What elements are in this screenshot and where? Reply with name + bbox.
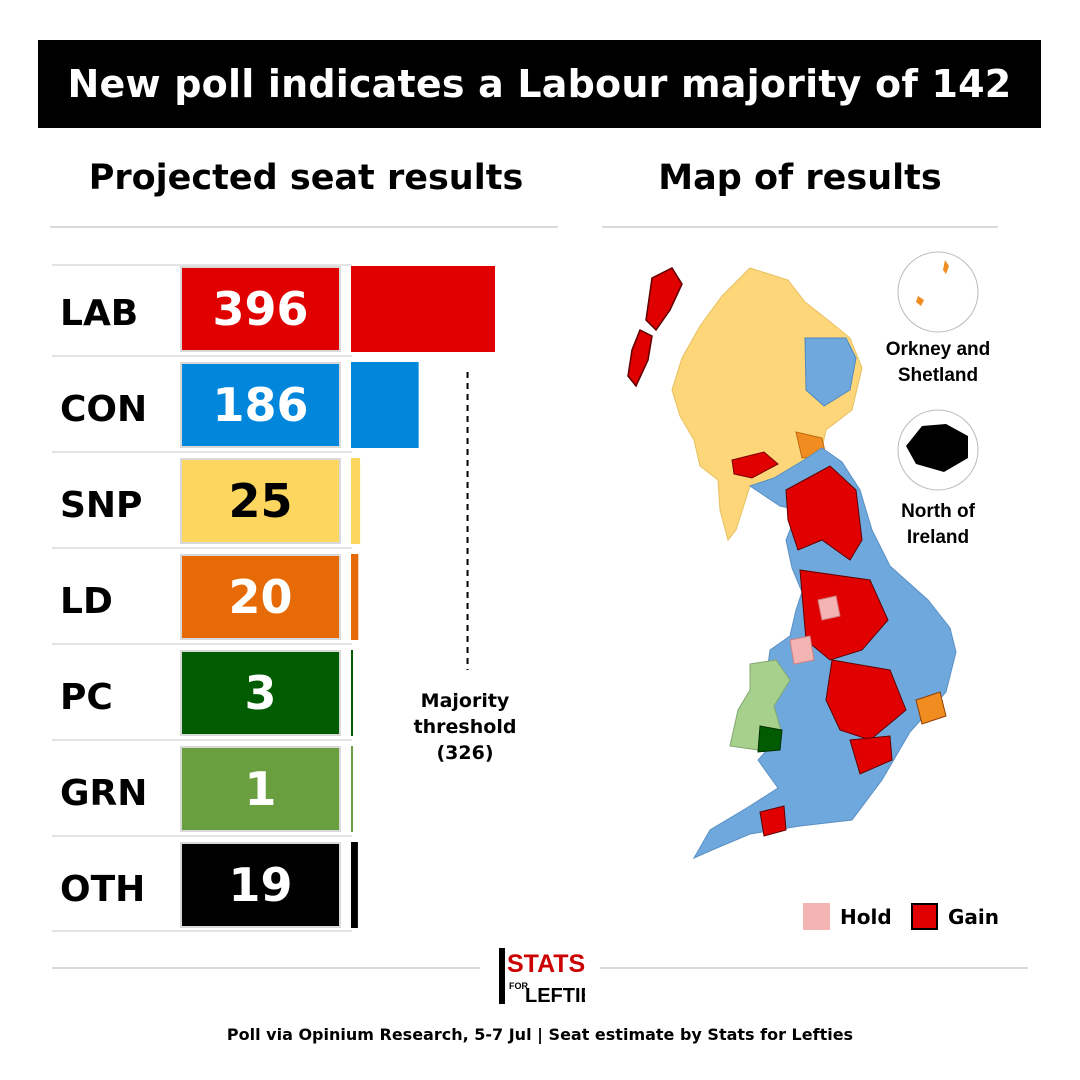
party-label-snp: SNP (60, 484, 143, 526)
party-label-con: CON (60, 388, 148, 430)
map-wales (729, 659, 791, 753)
row-divider (52, 547, 352, 549)
uk-results-map: Orkney and Shetland North of Ireland (627, 251, 991, 860)
map-heading: Map of results (658, 158, 942, 198)
row-divider (52, 264, 352, 266)
seat-bar-grn (351, 746, 353, 832)
majority-threshold-label: Majority threshold (326) (395, 688, 535, 766)
right-heading-rule (602, 226, 998, 228)
seat-bar-pc (351, 650, 353, 736)
orkney-label-line: Shetland (898, 365, 978, 386)
row-divider (52, 930, 352, 932)
footer-rule-left (52, 967, 480, 969)
logo-line3: LEFTIES (525, 985, 585, 1006)
seat-bar-oth (351, 842, 358, 928)
party-label-oth: OTH (60, 868, 146, 910)
ni-label-line: Ireland (907, 527, 969, 548)
seat-bars (351, 266, 495, 928)
row-divider (52, 643, 352, 645)
page-title: New poll indicates a Labour majority of … (67, 62, 1012, 106)
majority-label-line: threshold (413, 716, 517, 738)
map-england (692, 447, 957, 860)
legend-gain-label: Gain (948, 904, 1000, 929)
seat-results-heading: Projected seat results (88, 158, 524, 198)
seat-box-grn: 1 (180, 746, 341, 832)
gain-swatch (911, 903, 938, 930)
left-heading-rule (50, 226, 558, 228)
party-label-lab: LAB (60, 292, 139, 334)
legend-hold-label: Hold (840, 904, 892, 929)
seat-bar-con (351, 362, 419, 448)
majority-label-line: Majority (420, 690, 510, 712)
seat-box-oth: 19 (180, 842, 341, 928)
orkney-shetland-inset (897, 251, 979, 333)
north-of-ireland-inset (897, 409, 979, 491)
hold-swatch (803, 903, 830, 930)
seat-bar-ld (351, 554, 359, 640)
seat-bar-snp (351, 458, 361, 544)
row-divider (52, 355, 352, 357)
footer-rule-right (600, 967, 1028, 969)
logo-line1: STATS (507, 950, 585, 978)
stats-for-lefties-logo: STATS FOR LEFTIES (499, 948, 585, 1006)
ni-label-line: North of (901, 501, 976, 522)
party-label-pc: PC (60, 676, 113, 718)
orkney-label-line: Orkney and (886, 339, 991, 360)
row-divider (52, 835, 352, 837)
legend-gain: Gain (911, 903, 999, 930)
seat-box-snp: 25 (180, 458, 341, 544)
party-label-grn: GRN (60, 772, 148, 814)
map-islands (627, 267, 683, 388)
title-banner: New poll indicates a Labour majority of … (38, 40, 1041, 128)
majority-label-line: (326) (436, 742, 494, 764)
party-label-ld: LD (60, 580, 113, 622)
row-divider (52, 739, 352, 741)
seat-box-lab: 396 (180, 266, 341, 352)
footer-credit: Poll via Opinium Research, 5-7 Jul | Sea… (226, 1025, 854, 1044)
seat-box-ld: 20 (180, 554, 341, 640)
seat-bar-lab (351, 266, 495, 352)
logo-line2: FOR (509, 981, 528, 991)
legend-hold: Hold (803, 903, 892, 930)
seat-box-pc: 3 (180, 650, 341, 736)
row-divider (52, 451, 352, 453)
seat-box-con: 186 (180, 362, 341, 448)
